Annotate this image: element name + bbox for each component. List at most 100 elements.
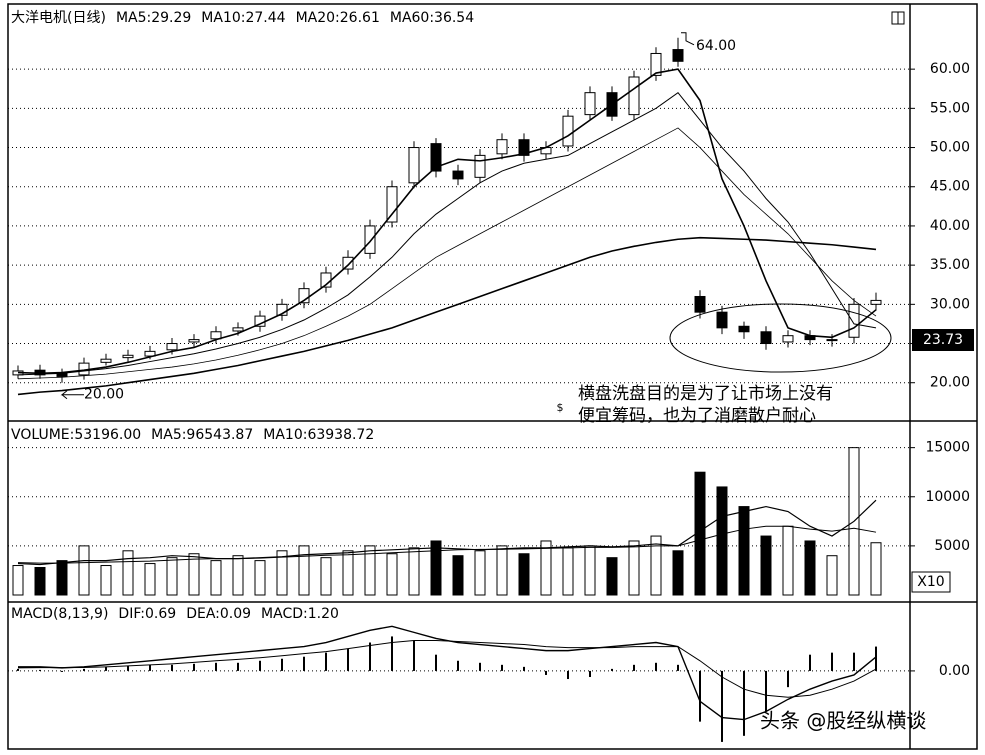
volume-bar — [804, 540, 816, 596]
y-tick-label: 30.00 — [930, 296, 970, 312]
ma-line — [17, 236, 877, 396]
legend-text: MA60:36.54 — [390, 10, 474, 26]
y-tick-label: 50.00 — [930, 140, 970, 156]
last-price: 23.73 — [923, 332, 963, 348]
volume-bar — [518, 553, 530, 596]
ma-line — [17, 68, 877, 375]
volume-bar — [628, 540, 640, 596]
unit-label: X10 — [917, 574, 944, 590]
candle-body — [166, 343, 178, 351]
candle-body — [672, 49, 684, 62]
volume-bar — [496, 545, 508, 596]
candle-body — [716, 311, 728, 329]
legend-text: DIF:0.69 — [118, 606, 176, 622]
legend-text: MA10:63938.72 — [263, 427, 374, 443]
candle-body — [628, 76, 640, 116]
candle-body — [430, 143, 442, 172]
consolidation-ellipse — [669, 303, 892, 373]
candle-body — [584, 92, 596, 116]
ma-line — [17, 639, 877, 698]
candle-body — [210, 331, 222, 340]
ma-line — [17, 525, 877, 564]
candle-body — [496, 139, 508, 155]
volume-bar — [364, 545, 376, 596]
legend-text: DEA:0.09 — [186, 606, 251, 622]
candle-body — [188, 339, 200, 343]
y-tick-label: 35.00 — [930, 257, 970, 273]
volume-bar — [188, 553, 200, 596]
volume-bar — [144, 563, 156, 596]
y-tick-label: 40.00 — [930, 218, 970, 234]
candle-body — [386, 186, 398, 223]
legend-text: MACD(8,13,9) — [11, 606, 108, 622]
candle-body — [848, 303, 860, 338]
y-tick-label: 5000 — [934, 538, 970, 554]
candle-body — [474, 154, 486, 178]
annotation: 便宜筹码，也为了消磨散户耐心 — [578, 406, 816, 426]
ma-line — [18, 625, 877, 721]
candle-body — [364, 225, 376, 254]
candle-body — [562, 115, 574, 147]
legend-text: MA20:26.61 — [296, 10, 380, 26]
watermark: 头条 @股经纵横谈 — [760, 709, 926, 733]
y-tick-label: 0.00 — [939, 663, 970, 679]
volume-bar — [870, 542, 882, 596]
volume-bar — [320, 557, 332, 596]
volume-bar — [122, 550, 134, 596]
candle-body — [232, 327, 244, 332]
volume-bar — [716, 486, 728, 596]
volume-bar — [606, 557, 618, 596]
volume-bar — [738, 506, 750, 596]
volume-bar — [782, 525, 794, 596]
volume-bar — [452, 555, 464, 596]
legend-text: MA10:27.44 — [201, 10, 285, 26]
volume-bar — [276, 550, 288, 596]
legend-text: VOLUME:53196.00 — [11, 427, 141, 443]
volume-bar — [650, 535, 662, 596]
volume-bar — [342, 550, 354, 596]
y-tick-label: 10000 — [925, 489, 970, 505]
volume-bar — [584, 545, 596, 596]
volume-bar — [232, 555, 244, 596]
candle-body — [452, 170, 464, 180]
low-pointer — [60, 390, 84, 400]
legend-text: 大洋电机(日线) — [11, 10, 106, 26]
volume-bar — [56, 560, 68, 596]
candle-body — [650, 52, 662, 76]
outer-frame — [7, 3, 978, 750]
marker: $ — [557, 401, 564, 414]
candle-body — [760, 331, 772, 345]
ma-line — [17, 499, 877, 566]
volume-bar — [694, 471, 706, 596]
y-tick-label: 55.00 — [930, 100, 970, 116]
volume-bar — [760, 535, 772, 596]
volume-bar — [386, 553, 398, 596]
candle-body — [342, 256, 354, 270]
candle-body — [870, 299, 882, 305]
y-tick-label: 20.00 — [930, 375, 970, 391]
volume-bar — [672, 550, 684, 596]
volume-bar — [298, 545, 310, 596]
volume-bar — [826, 555, 838, 596]
volume-bar — [12, 565, 24, 596]
volume-bar — [166, 557, 178, 596]
volume-bar — [562, 547, 574, 596]
y-tick-label: 15000 — [925, 440, 970, 456]
candle-body — [782, 335, 794, 343]
y-tick-label: 45.00 — [930, 179, 970, 195]
low-label: 20.00 — [84, 387, 124, 403]
candle-body — [298, 288, 310, 304]
legend-text: MA5:29.29 — [116, 10, 191, 26]
last-price-box — [912, 329, 974, 351]
candle-body — [694, 295, 706, 313]
volume-bar — [78, 545, 90, 596]
volume-bar — [254, 560, 266, 596]
volume-bar — [210, 560, 222, 596]
legend-text: MA5:96543.87 — [151, 427, 253, 443]
candle-body — [100, 358, 112, 363]
ma-line — [17, 91, 877, 376]
unit-box — [911, 571, 951, 593]
y-tick-label: 60.00 — [930, 61, 970, 77]
legend-text: MACD:1.20 — [261, 606, 339, 622]
candle-body — [518, 139, 530, 156]
